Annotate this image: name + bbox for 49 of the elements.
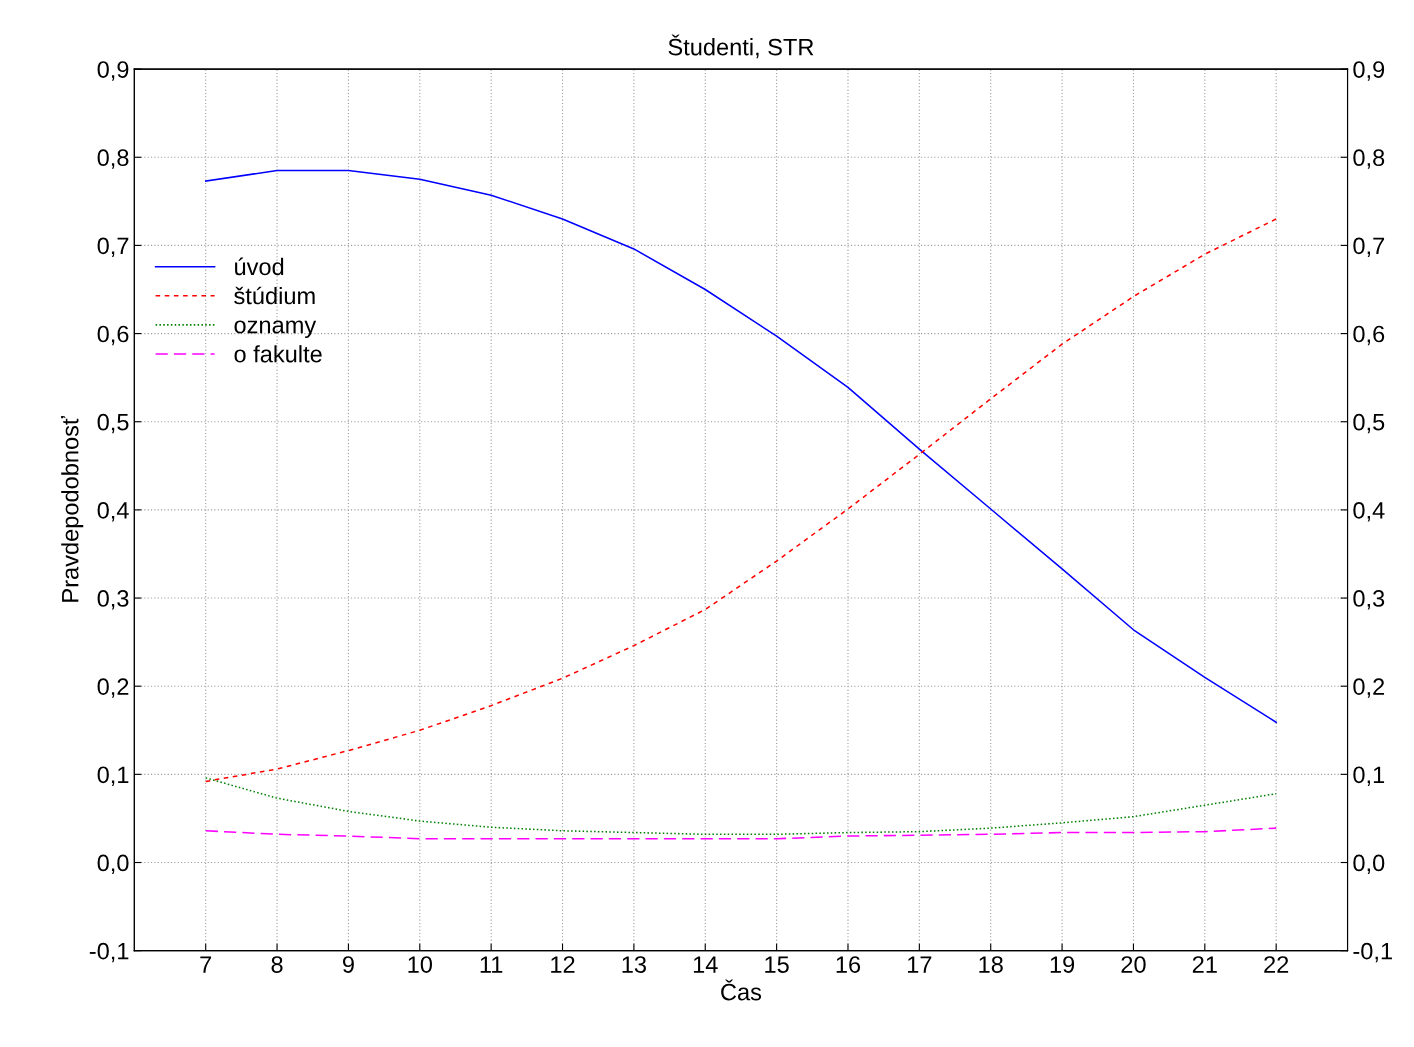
y-tick-label: 0,0 — [97, 854, 129, 875]
x-tick-label: 9 — [342, 956, 354, 973]
y-tick-label: 0,5 — [97, 413, 129, 434]
line-series — [204, 169, 1277, 724]
x-tick-label: 18 — [979, 956, 1003, 973]
chart-title: Študenti, STR — [668, 34, 814, 59]
x-tick-label: 8 — [271, 956, 283, 973]
x-tick-label: 19 — [1050, 956, 1075, 973]
legend-label: úvod — [235, 257, 284, 276]
y-tick-label: -0,1 — [89, 942, 129, 963]
y2-tick-label: 0,6 — [1353, 325, 1385, 346]
y-tick-label: 0,9 — [97, 61, 129, 81]
y2-tick-label: 0,7 — [1353, 237, 1385, 257]
line-series — [204, 827, 1277, 840]
y2-tick-label: 0,9 — [1353, 61, 1385, 81]
y2-tick-label: 0,8 — [1353, 149, 1385, 169]
x-tick-label: 13 — [622, 956, 646, 973]
x-tick-label: 15 — [765, 956, 789, 973]
y-tick-label: 0,1 — [97, 766, 129, 786]
y2-tick-label: 0,1 — [1353, 766, 1385, 786]
y2-tick-label: -0,1 — [1353, 942, 1392, 963]
y-tick-label: 0,2 — [97, 678, 129, 698]
x-tick-label: 20 — [1121, 956, 1146, 973]
y-axis-title: Pravdepodobnosť — [61, 415, 84, 602]
y-tick-label: 0,8 — [97, 149, 129, 169]
y2-tick-label: 0,4 — [1353, 501, 1385, 522]
x-tick-label: 11 — [480, 956, 503, 973]
x-axis-title: Čas — [721, 979, 762, 1001]
y2-tick-label: 0,5 — [1353, 413, 1385, 434]
y-tick-label: 0,4 — [97, 501, 129, 522]
y2-tick-label: 0,2 — [1353, 678, 1385, 698]
legend-label: o fakulte — [234, 345, 322, 363]
y-tick-label: 0,7 — [97, 237, 129, 257]
x-tick-label: 12 — [551, 956, 575, 973]
legend-label: štúdium — [234, 286, 315, 305]
y2-tick-label: 0,0 — [1353, 854, 1385, 875]
line-series — [204, 777, 1277, 836]
x-tick-label: 21 — [1192, 956, 1217, 973]
x-tick-label: 16 — [836, 956, 861, 973]
line-series — [204, 218, 1277, 783]
legend-label: oznamy — [234, 320, 317, 339]
x-tick-label: 7 — [200, 956, 212, 973]
x-tick-label: 22 — [1264, 956, 1289, 973]
x-tick-label: 14 — [693, 956, 718, 973]
y-tick-label: 0,3 — [97, 590, 129, 610]
y2-tick-label: 0,3 — [1353, 590, 1385, 610]
x-tick-label: 10 — [408, 956, 432, 973]
x-tick-label: 17 — [908, 956, 932, 973]
y-tick-label: 0,6 — [97, 325, 129, 346]
